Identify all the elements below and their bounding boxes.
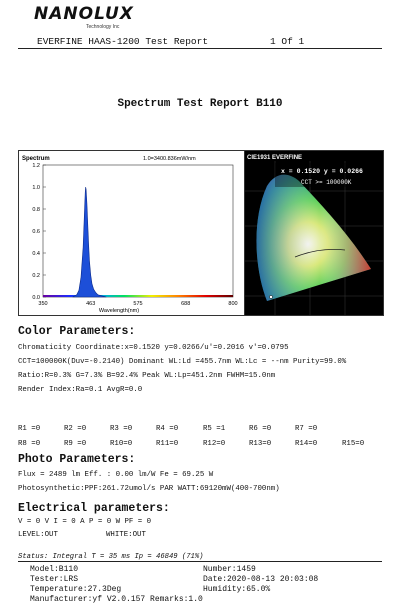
date-field: Date:2020-08-13 20:03:08 (203, 575, 319, 584)
number-field: Number:1459 (203, 565, 256, 574)
render-index-value: R7 =0 (295, 425, 318, 433)
spectrum-peak-note: 1.0=3400.836mW/nm (143, 156, 196, 162)
header-divider (18, 48, 382, 49)
render-index-value: R10=0 (110, 440, 133, 448)
electrical-values-line: V = 0 V I = 0 A P = 0 W PF = 0 (18, 518, 152, 526)
render-index-value: R12=0 (203, 440, 226, 448)
render-index-value: R9 =0 (64, 440, 87, 448)
spectrum-xlabel: Wavelength(nm) (99, 308, 139, 314)
spectrum-y-tick-label: 1.0 (32, 185, 40, 191)
spectrum-color-strip (43, 295, 233, 297)
company-logo-tagline: Technology Inc (86, 24, 120, 30)
cie1931-svg: CIE1931 EVERFINE x = 0.1520 y = 0.0266 C… (245, 155, 383, 315)
color-parameters-heading: Color Parameters: (18, 325, 136, 338)
spectrum-y-tick-label: 0.0 (32, 295, 40, 301)
spectrum-y-tick-label: 0.4 (32, 251, 40, 257)
spectrum-x-tick-label: 350 (38, 301, 47, 307)
model-field: Model:B110 (30, 565, 79, 574)
flux-line: Flux = 2489 lm Eff. : 0.00 lm/W Fe = 69.… (18, 471, 214, 479)
spectrum-y-tick-label: 0.2 (32, 273, 40, 279)
spectrum-x-tick-label: 688 (181, 301, 190, 307)
photosynthetic-line: Photosynthetic:PPF:261.72umol/s PAR WATT… (18, 485, 280, 493)
footer-divider (18, 561, 382, 562)
white-status: WHITE:OUT (106, 531, 146, 539)
cie-header: CIE1931 EVERFINE (247, 155, 302, 161)
spectrum-curve (72, 186, 107, 298)
manufacturer-field: Manufacturer:yf V2.0.157 Remarks:1.0 (30, 595, 203, 604)
cie1931-diagram: CIE1931 EVERFINE x = 0.1520 y = 0.0266 C… (244, 150, 384, 316)
cie-readout-backdrop (275, 163, 381, 187)
cie-measured-point (269, 295, 273, 299)
cie-coordinate: x = 0.1520 y = 0.0266 (281, 168, 363, 175)
render-index-value: R5 =1 (203, 425, 226, 433)
spectrum-corner-label: Spectrum (22, 156, 50, 162)
spectrum-chart: Spectrum 1.0=3400.836mW/nm 1.2 1.0 0.8 0.6 0… (18, 150, 246, 316)
electrical-parameters-heading: Electrical parameters: (18, 502, 170, 515)
render-index-value: R1 =0 (18, 425, 41, 433)
render-index-value: R11=0 (156, 440, 179, 448)
spectrum-x-tick-label: 800 (228, 301, 237, 307)
cie-gamut-overlay (256, 174, 371, 301)
render-index-line: Render Index:Ra=0.1 AvgR=0.0 (18, 386, 143, 394)
spectrum-y-tick-label: 0.6 (32, 229, 40, 235)
spectrum-chart-svg: Spectrum 1.0=3400.836mW/nm 1.2 1.0 0.8 0.6 0… (22, 156, 238, 314)
render-index-value: R13=0 (249, 440, 272, 448)
ratio-line: Ratio:R=0.3% G=7.3% B=92.4% Peak WL:Lp=4… (18, 372, 276, 380)
tester-field: Tester:LRS (30, 575, 79, 584)
status-line: Status: Integral T = 35 ms Ip = 46849 (7… (18, 553, 204, 561)
cie-planckian-locus (294, 249, 346, 258)
spectrum-plot-frame (42, 164, 234, 298)
page-title: Spectrum Test Report B110 (117, 98, 283, 110)
cct-line: CCT=100000K(Duv=-0.2140) Dominant WL:Ld … (18, 358, 347, 366)
spectrum-x-tick-label: 463 (86, 301, 95, 307)
level-status: LEVEL:OUT (18, 531, 58, 539)
chromaticity-line: Chromaticity Coordinate:x=0.1520 y=0.026… (18, 344, 289, 352)
render-index-value: R4 =0 (156, 425, 179, 433)
render-index-value: R6 =0 (249, 425, 272, 433)
temperature-field: Temperature:27.3Deg (30, 585, 122, 594)
photo-parameters-heading: Photo Parameters: (18, 453, 136, 466)
render-index-value: R3 =0 (110, 425, 133, 433)
render-index-value: R15=0 (342, 440, 365, 448)
page-indicator: 1 Of 1 (270, 36, 305, 47)
spectrum-y-tick-label: 1.2 (32, 163, 40, 169)
humidity-field: Humidity:65.0% (203, 585, 271, 594)
render-index-value: R8 =0 (18, 440, 41, 448)
cie-cct: CCT >= 100000K (301, 179, 352, 186)
spectrum-y-tick-label: 0.8 (32, 207, 40, 213)
report-header-title: EVERFINE HAAS-1200 Test Report (37, 36, 209, 47)
company-logo: NANOLUX (34, 4, 134, 24)
render-index-value: R14=0 (295, 440, 318, 448)
spectrum-x-tick-label: 575 (133, 301, 142, 307)
render-index-value: R2 =0 (64, 425, 87, 433)
